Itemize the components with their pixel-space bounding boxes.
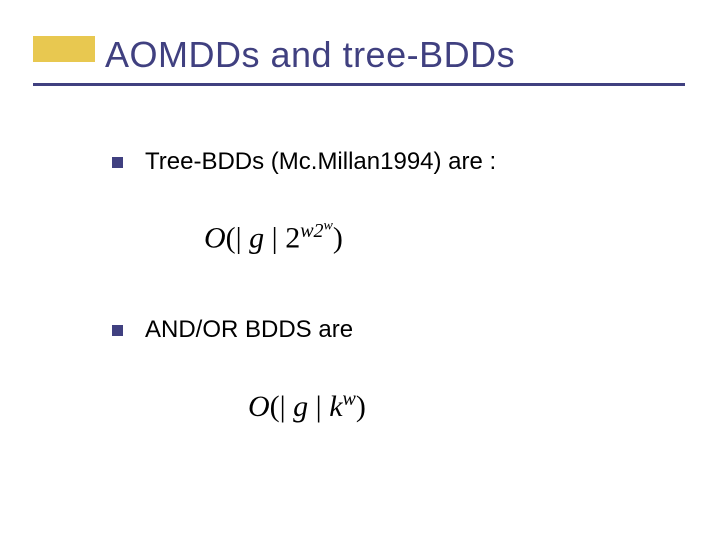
bullet-square-icon (112, 157, 123, 168)
bullet-text-2: AND/OR BDDS are (145, 316, 353, 344)
formula-open: (| (270, 390, 286, 423)
formula-O: O (248, 390, 270, 423)
title-accent-block (33, 36, 95, 62)
formula-g: g (293, 390, 308, 423)
formula-2: O(| g | kw) (248, 388, 366, 424)
formula-O: O (204, 222, 226, 255)
formula-close: ) (356, 390, 366, 423)
bullet-item-1: Tree-BDDs (Mc.Millan1994) are : (112, 148, 496, 176)
formula-sup-w2: w2w (300, 220, 333, 242)
formula-k: k (329, 390, 342, 423)
formula-close: ) (333, 222, 343, 255)
title-underline (33, 83, 685, 86)
slide-title: AOMDDs and tree-BDDs (105, 34, 515, 76)
formula-mid: | (272, 222, 278, 255)
formula-mid: | (316, 390, 322, 423)
formula-1: O(| g | 2w2w) (204, 218, 343, 256)
formula-base2: 2 (285, 222, 300, 255)
formula-space (264, 222, 272, 255)
bullet-item-2: AND/OR BDDS are (112, 316, 353, 344)
formula-sup-w: w (343, 388, 356, 410)
bullet-text-1: Tree-BDDs (Mc.Millan1994) are : (145, 148, 496, 176)
slide: AOMDDs and tree-BDDs Tree-BDDs (Mc.Milla… (0, 0, 720, 540)
formula-open: (| (226, 222, 242, 255)
formula-supsup-w: w (324, 218, 333, 233)
bullet-square-icon (112, 325, 123, 336)
formula-g: g (249, 222, 264, 255)
formula-space (308, 390, 316, 423)
